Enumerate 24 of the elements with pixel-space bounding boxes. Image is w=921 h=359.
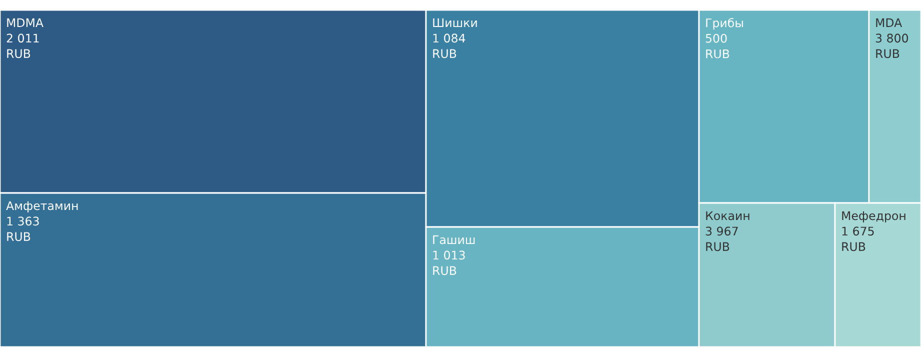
data-label: 3 800 [876,34,908,43]
data-label: 3 967 [706,226,738,236]
text: RUB [433,266,456,276]
category-label: Грибы [706,18,743,30]
category-label: Шишки [433,18,477,27]
category-label: Гашиш [433,235,475,244]
text: RUB [433,49,456,58]
category-label: MDMA [7,18,44,27]
text: RUB [876,49,900,58]
text: RUB [842,242,866,252]
data-label: 1 363 [7,216,39,226]
data-label: 500 [706,34,727,43]
data-label: 1 013 [433,250,465,260]
data-label: 1 084 [433,34,466,43]
data-label: 2 011 [6,34,39,43]
category-label: MDA [876,18,902,27]
category-label: Кокаин [706,211,750,220]
text: RUB [7,49,30,58]
data-label: 1 675 [842,226,874,236]
category-label: Мефедрон [842,211,906,222]
text: RUB [706,242,730,252]
category-label: Амфетамин [6,201,78,212]
text: RUB [7,232,30,242]
text: RUB [706,49,730,58]
